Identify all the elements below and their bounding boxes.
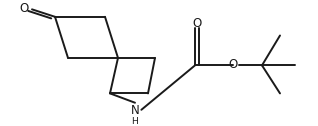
Text: O: O	[19, 2, 29, 15]
Text: O: O	[192, 17, 202, 30]
Text: H: H	[132, 117, 138, 126]
Text: N: N	[131, 104, 139, 117]
Text: O: O	[228, 58, 238, 71]
